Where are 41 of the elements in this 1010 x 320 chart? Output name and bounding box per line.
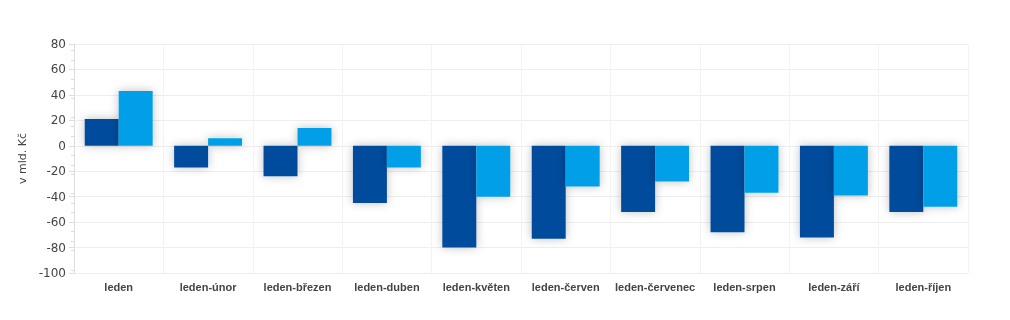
x-tick-label: leden [104, 280, 134, 293]
y-tick-label: -20 [46, 164, 66, 179]
bar [476, 145, 511, 197]
y-tick-label: 0 [58, 138, 66, 153]
y-tick-label: -40 [46, 189, 66, 204]
y-tick-label: -60 [46, 215, 66, 230]
x-tick-label: leden-červen [531, 280, 600, 293]
x-tick-label: leden-září [808, 280, 861, 293]
y-tick-label: 40 [50, 87, 66, 102]
x-tick-label: leden-květen [442, 280, 511, 293]
x-tick-label: leden-duben [354, 280, 420, 293]
x-tick-label: leden-únor [179, 280, 238, 293]
x-tick-label: leden-srpen [713, 280, 776, 293]
bar [531, 145, 566, 239]
bar [923, 145, 958, 207]
x-tick-label: leden-červenec [615, 280, 696, 293]
x-tick-label: leden-říjen [895, 280, 952, 293]
x-tick-label: leden-březen [263, 280, 332, 293]
bar [889, 145, 924, 212]
y-tick-label: 60 [50, 62, 66, 77]
bar [352, 145, 387, 204]
bar [833, 145, 868, 196]
bar [710, 145, 745, 233]
y-tick-label: 20 [50, 113, 66, 128]
bar [655, 145, 690, 182]
bar [621, 145, 656, 212]
y-tick-label: 80 [50, 37, 66, 51]
bar [297, 127, 332, 146]
bar [263, 145, 298, 177]
bar [565, 145, 600, 187]
bar [744, 145, 779, 193]
y-tick-label: -100 [38, 266, 66, 280]
y-tick-label: -80 [46, 240, 66, 255]
bar [386, 145, 421, 168]
bar [442, 145, 477, 248]
bar [208, 138, 243, 146]
bar [118, 91, 153, 146]
bar [174, 145, 209, 168]
y-axis-title: v mld. Kč [15, 132, 29, 185]
bar [799, 145, 834, 238]
bar [84, 119, 119, 146]
